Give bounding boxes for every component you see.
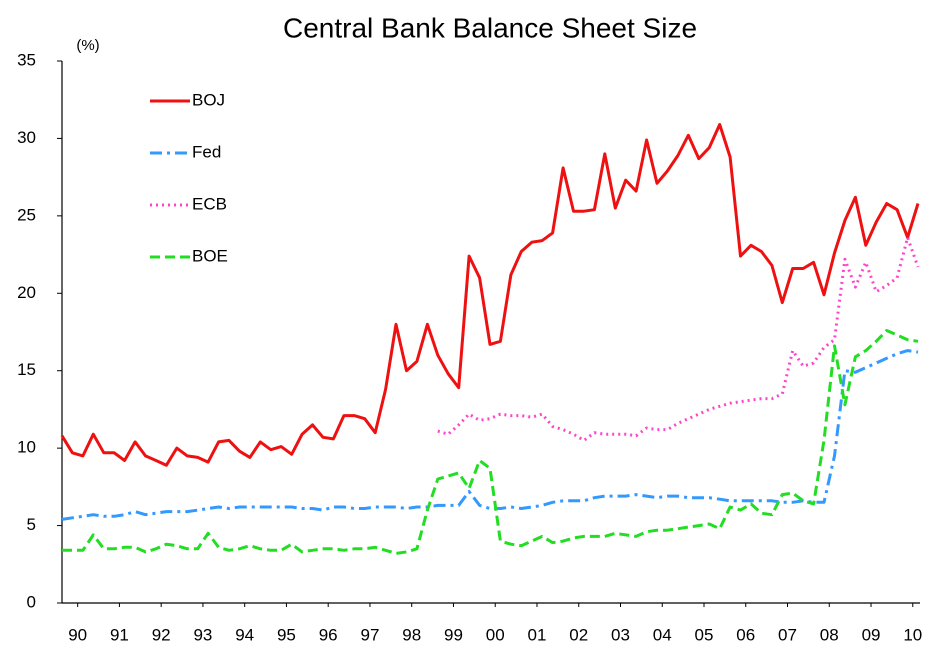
x-tick-label: 00 [486, 625, 505, 644]
x-tick-label: 07 [778, 625, 797, 644]
x-tick-label: 99 [444, 625, 463, 644]
x-tick-label: 93 [193, 625, 212, 644]
chart-title: Central Bank Balance Sheet Size [283, 12, 697, 43]
x-tick-label: 95 [277, 625, 296, 644]
y-tick-label: 10 [17, 438, 36, 457]
legend-label: Fed [192, 142, 221, 161]
x-tick-label: 02 [569, 625, 588, 644]
x-tick-label: 98 [402, 625, 421, 644]
x-tick-label: 06 [736, 625, 755, 644]
x-tick-label: 94 [235, 625, 254, 644]
y-tick-label: 25 [17, 205, 36, 224]
x-tick-label: 91 [110, 625, 129, 644]
x-tick-label: 90 [68, 625, 87, 644]
x-tick-label: 03 [611, 625, 630, 644]
x-tick-label: 01 [528, 625, 547, 644]
y-tick-label: 5 [27, 515, 36, 534]
x-tick-label: 96 [319, 625, 338, 644]
series-line [60, 123, 920, 467]
y-unit: (%) [76, 37, 99, 54]
x-tick-label: 09 [862, 625, 881, 644]
y-tick-label: 30 [17, 128, 36, 147]
x-tick-label: 08 [820, 625, 839, 644]
y-tick-label: 20 [17, 283, 36, 302]
x-tick-label: 92 [152, 625, 171, 644]
legend-label: BOJ [192, 90, 225, 109]
x-tick-label: 05 [695, 625, 714, 644]
x-tick-label: 04 [653, 625, 672, 644]
x-tick-label: 97 [360, 625, 379, 644]
series-line [61, 349, 919, 521]
legend-label: BOE [192, 246, 228, 265]
series-line [62, 329, 919, 555]
y-tick-label: 15 [17, 360, 36, 379]
y-tick-label: 0 [27, 592, 36, 611]
y-tick-label: 35 [17, 50, 36, 69]
legend-label: ECB [192, 194, 227, 213]
series-line [437, 236, 920, 442]
x-tick-label: 10 [903, 625, 922, 644]
